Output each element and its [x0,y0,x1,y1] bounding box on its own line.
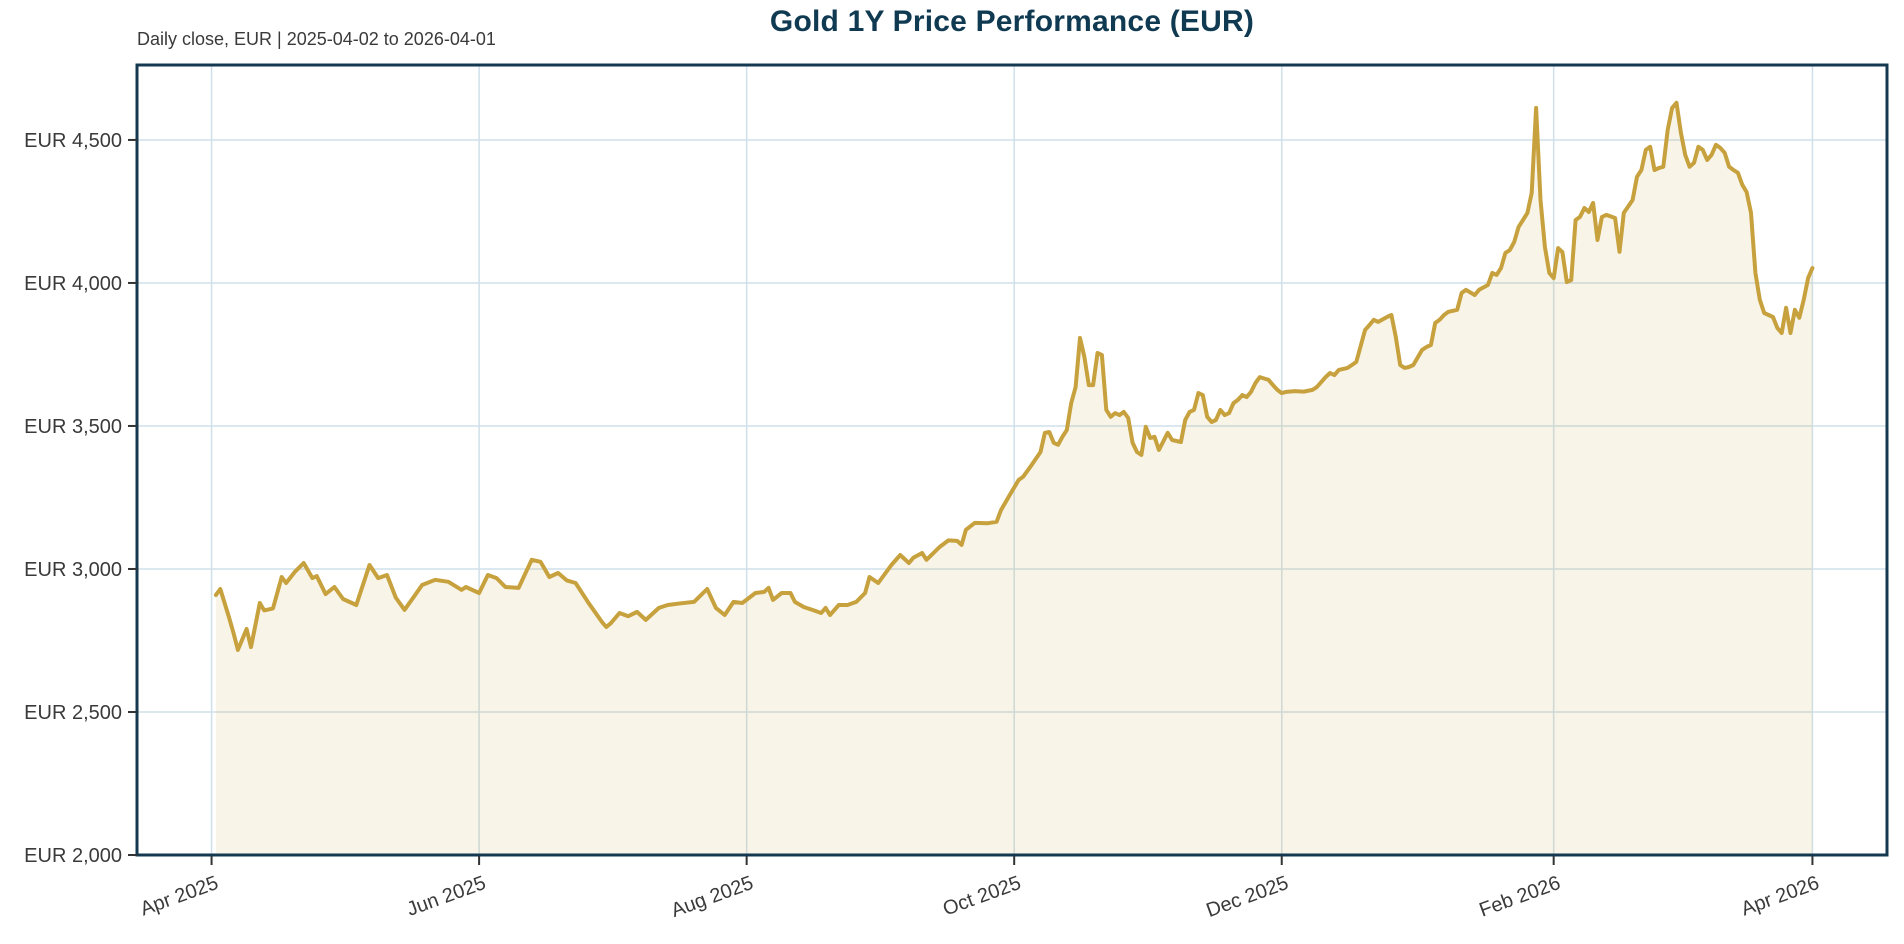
x-tick-label: Apr 2026 [1738,872,1822,920]
y-tick-label: EUR 3,500 [24,416,122,438]
y-tick-label: EUR 4,000 [24,273,122,295]
price-line [213,100,1815,652]
y-tick-label: EUR 2,500 [24,702,122,724]
y-tick-label: EUR 4,500 [24,130,122,152]
x-tick-label: Apr 2025 [137,872,221,920]
y-tick-label: EUR 2,000 [24,845,122,867]
plot-frame [135,63,1889,857]
x-tick-label: Jun 2025 [404,872,489,921]
price-area-fill [215,102,1813,856]
chart-subtitle: Daily close, EUR | 2025-04-02 to 2026-04… [137,29,496,49]
x-tick-label: Dec 2025 [1203,872,1291,922]
y-tick-label: EUR 3,000 [24,559,122,581]
x-tick-label: Feb 2026 [1476,872,1563,922]
x-tick-label: Aug 2025 [668,872,756,922]
chart-title: Gold 1Y Price Performance (EUR) [769,5,1255,38]
x-tick-label: Oct 2025 [940,872,1024,920]
